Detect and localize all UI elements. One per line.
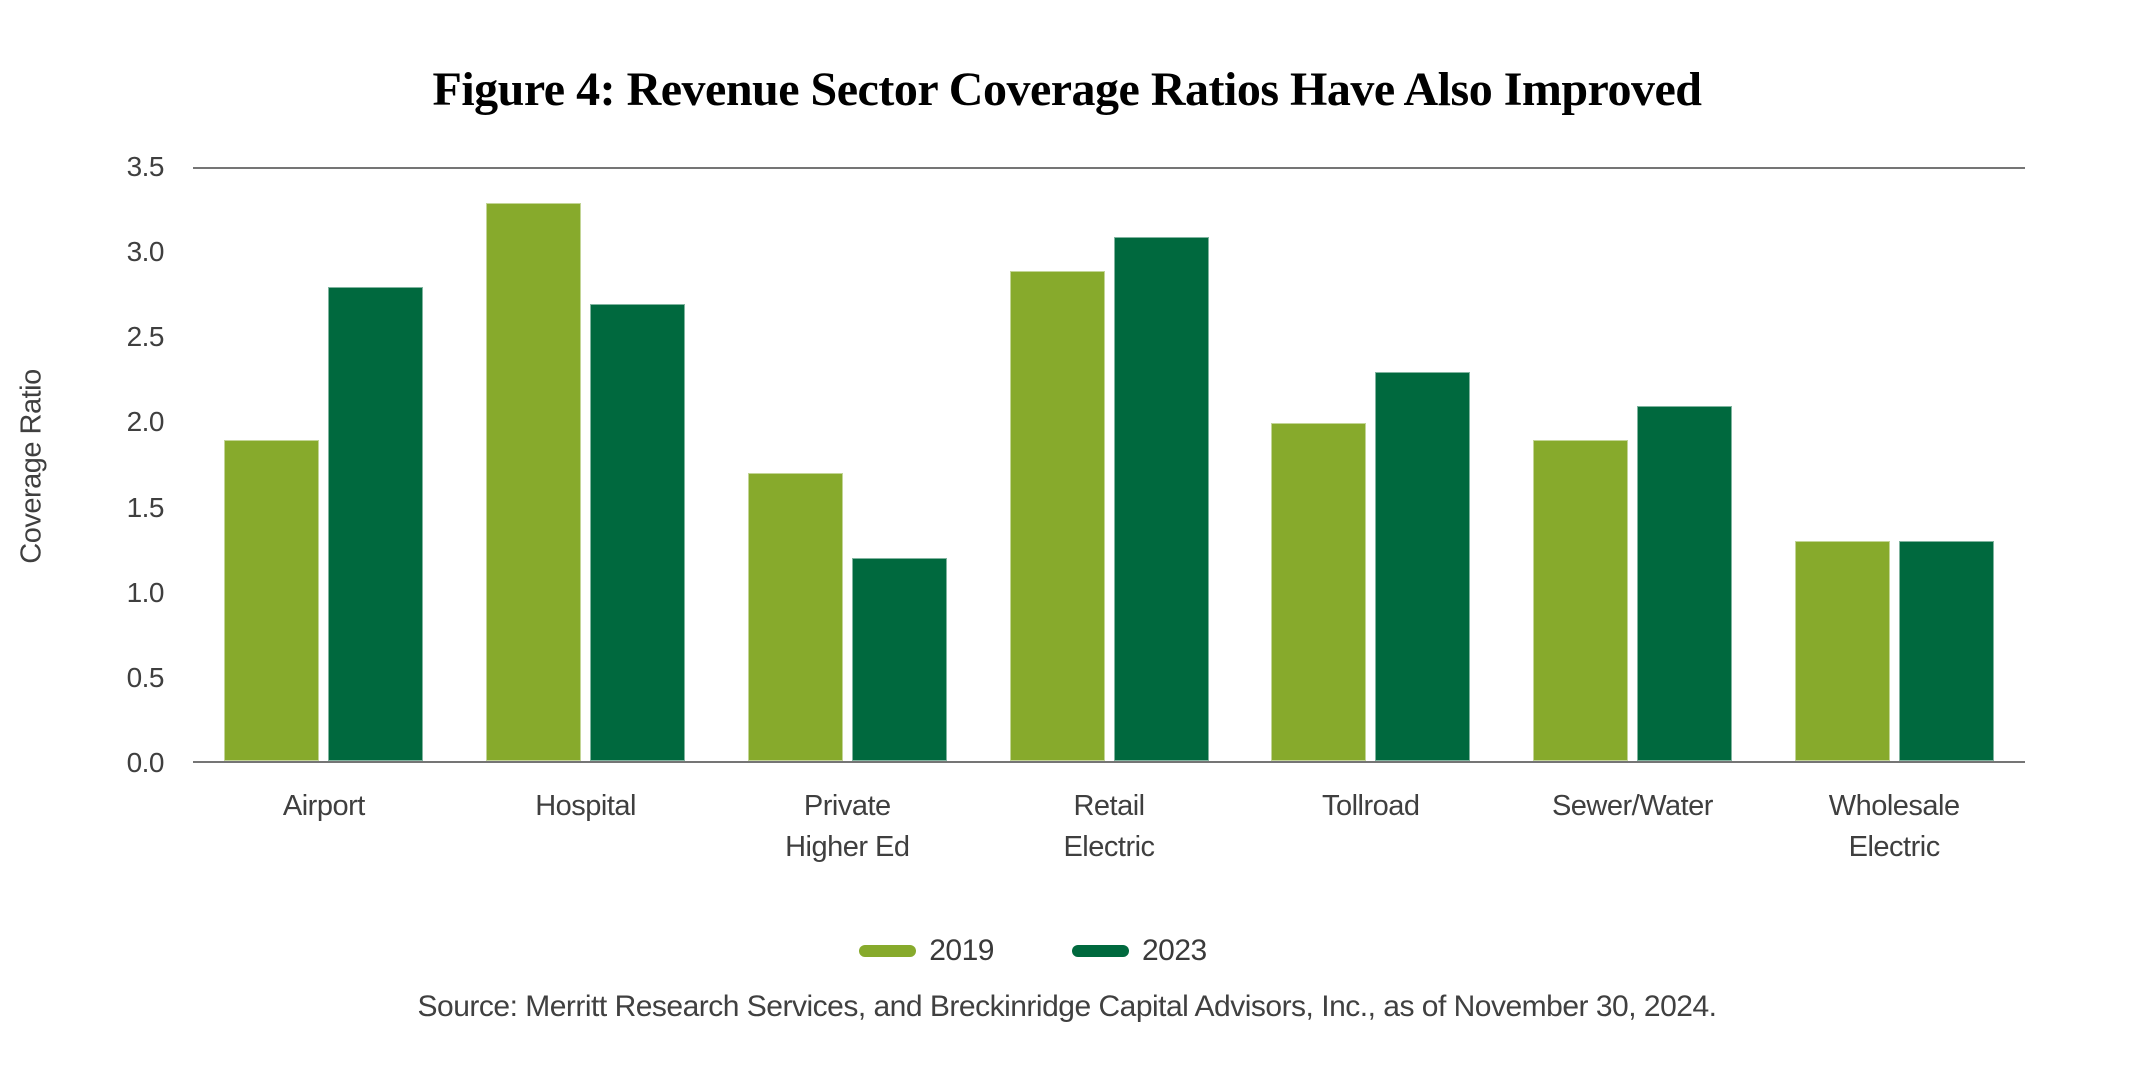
plot-area (193, 167, 2025, 763)
x-label-retail-electric: Retail Electric (1063, 790, 1155, 863)
bar-2023-sewer-water (1636, 405, 1732, 761)
bar-2019-retail-electric (1009, 270, 1105, 761)
y-tick-3.5: 3.5 (126, 151, 165, 182)
x-label-tollroad: Tollroad (1321, 790, 1420, 822)
bar-2019-sewer-water (1532, 439, 1628, 761)
bar-2019-private-higher-ed (747, 473, 843, 761)
bar-group-tollroad (1240, 169, 1502, 761)
bar-2019-wholesale-electric (1794, 541, 1890, 761)
legend: 2019 2023 (0, 934, 2100, 968)
y-tick-0.5: 0.5 (126, 661, 165, 693)
legend-swatch-2019-icon (859, 945, 917, 957)
bar-2023-hospital (590, 304, 686, 761)
legend-label-2023: 2023 (1142, 934, 1207, 967)
source-note: Source: Merritt Research Services, and B… (417, 990, 1717, 1023)
x-axis: Airport Hospital Private Higher Ed Retail E… (193, 786, 2025, 868)
x-label-hospital: Hospital (535, 790, 636, 822)
legend-item-2019: 2019 (859, 934, 994, 968)
legend-label-2019: 2019 (929, 934, 994, 967)
legend-swatch-2023-icon (1072, 945, 1129, 957)
x-label-wholesale-electric: Wholesale Electric (1828, 790, 1960, 863)
bar-2023-tollroad (1375, 371, 1471, 761)
bar-group-retail-electric (978, 169, 1240, 761)
x-label-airport: Airport (282, 790, 365, 822)
bar-2019-airport (224, 439, 320, 761)
y-tick-2.0: 2.0 (126, 406, 165, 438)
bar-2023-wholesale-electric (1898, 541, 1994, 761)
y-axis: 0.0 0.5 1.0 1.5 2.0 2.5 3.0 3.5 (0, 153, 165, 777)
y-tick-3.0: 3.0 (126, 236, 165, 268)
bar-group-wholesale-electric (1763, 169, 2025, 761)
y-tick-1.5: 1.5 (126, 491, 165, 523)
bar-2023-private-higher-ed (851, 558, 947, 761)
bar-2019-tollroad (1271, 422, 1367, 761)
bar-2023-airport (328, 287, 424, 761)
x-label-sewer-water: Sewer/Water (1551, 790, 1714, 822)
bar-group-hospital (455, 169, 717, 761)
chart-title: Figure 4: Revenue Sector Coverage Ratios… (432, 63, 1702, 116)
y-tick-0.0: 0.0 (126, 747, 165, 778)
y-tick-1.0: 1.0 (126, 576, 165, 608)
bar-2019-hospital (486, 202, 582, 761)
x-label-private-higher-ed: Private Higher Ed (785, 790, 910, 863)
bar-group-airport (193, 169, 455, 761)
bar-group-private-higher-ed (716, 169, 978, 761)
legend-item-2023: 2023 (1072, 934, 1207, 968)
bar-group-sewer-water (1502, 169, 1764, 761)
y-tick-2.5: 2.5 (126, 321, 165, 353)
bar-2023-retail-electric (1113, 236, 1209, 761)
